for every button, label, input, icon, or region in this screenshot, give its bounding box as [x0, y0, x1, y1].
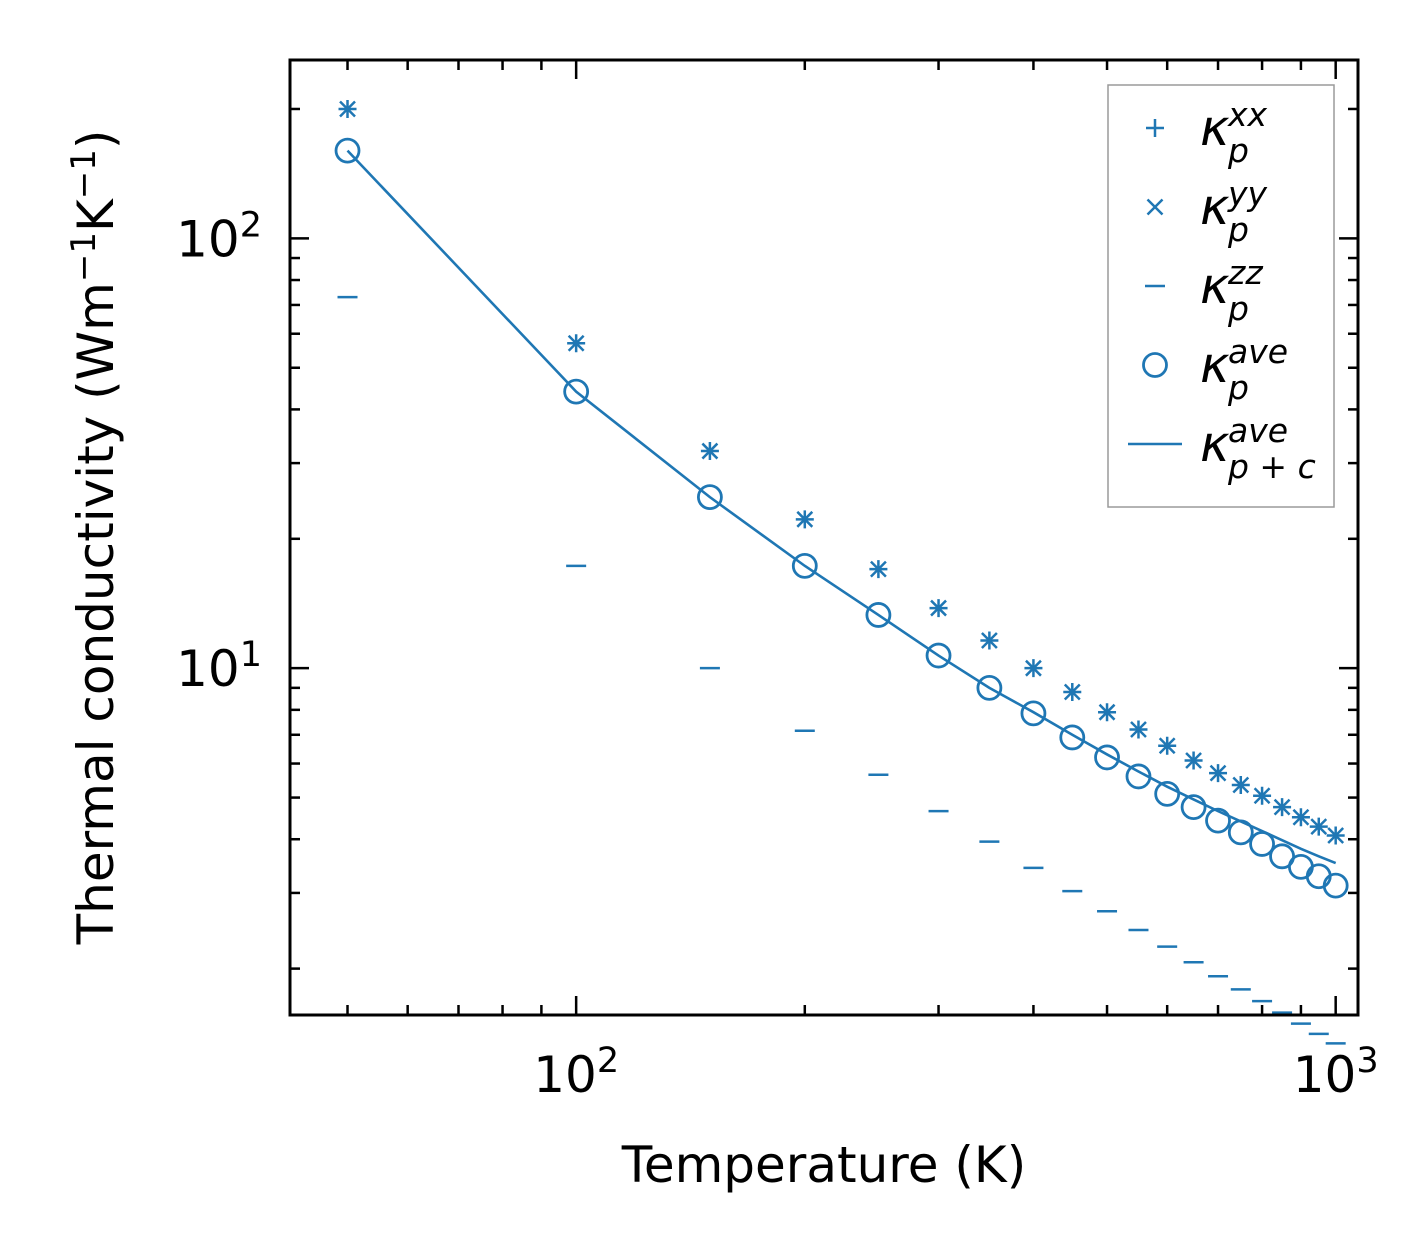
point-kappa_p_ave — [1288, 853, 1314, 880]
y-tick-label-base: 10 — [176, 640, 240, 698]
point-kappa_p_yy — [1253, 787, 1271, 805]
x-tick-label-base: 10 — [1293, 1046, 1357, 1104]
point-kappa_p_ave — [865, 602, 892, 628]
legend-symbol: κ — [1200, 99, 1230, 157]
point-kappa_p_ave — [791, 552, 818, 579]
point-kappa_p_yy — [1130, 721, 1147, 738]
y-tick-label: 101 — [176, 635, 262, 698]
point-kappa_p_ave — [563, 378, 590, 405]
point-kappa_p_yy — [1185, 752, 1202, 769]
point-kappa_p_ave — [976, 674, 1003, 701]
x-tick-label: 102 — [533, 1041, 619, 1104]
y-axis-label-sup2: −1 — [64, 149, 104, 199]
y-tick-label-exp: 1 — [240, 635, 262, 675]
legend-symbol: κ — [1200, 257, 1230, 315]
legend-symbol: κ — [1200, 336, 1230, 394]
point-kappa_p_ave — [1154, 780, 1181, 807]
y-axis-label-end: ) — [67, 130, 125, 150]
major-ticks — [290, 60, 1358, 1015]
point-kappa_p_ave — [1322, 872, 1349, 899]
point-kappa_p_yy — [339, 100, 356, 118]
point-kappa_p_ave — [1094, 744, 1120, 771]
point-kappa_p_yy — [1025, 659, 1042, 677]
legend-subscript: p + c — [1227, 447, 1316, 486]
series-kappa_p_zz — [337, 295, 1346, 1045]
point-kappa_p_yy — [981, 632, 998, 649]
legend-frame — [1107, 84, 1335, 508]
point-kappa_p_ave — [696, 484, 723, 511]
x-tick-label: 103 — [1293, 1041, 1379, 1104]
point-kappa_p_yy — [1327, 827, 1345, 844]
point-kappa_p_ave — [1249, 831, 1275, 857]
x-tick-label-exp: 2 — [597, 1041, 619, 1081]
point-kappa_p_yy — [1232, 776, 1250, 794]
point-kappa_p_yy — [870, 560, 887, 578]
series-kappa_p_yy — [339, 100, 1345, 844]
x-axis-label: Temperature (K) — [621, 1136, 1026, 1194]
y-tick-label: 102 — [176, 205, 262, 268]
point-kappa_p_ave — [925, 642, 952, 669]
y-tick-label-base: 10 — [176, 210, 240, 268]
legend-subscript: p — [1227, 289, 1249, 328]
legend-subscript: p — [1227, 368, 1249, 407]
point-kappa_p_yy — [1292, 808, 1310, 826]
legend-superscript: ave — [1228, 411, 1288, 450]
legend-subscript: p — [1227, 210, 1249, 249]
point-kappa_p_ave — [1020, 700, 1047, 727]
plot-data — [334, 99, 1349, 1045]
point-kappa_p_ave — [334, 137, 361, 164]
y-axis-label-sup1: −1 — [64, 232, 104, 282]
series-kappa_pc_ave — [346, 149, 1337, 865]
series-kappa_p_ave — [334, 137, 1349, 899]
legend-marker-plus — [1146, 119, 1164, 137]
legend-superscript: xx — [1227, 95, 1268, 134]
legend-subscript: p — [1227, 131, 1249, 170]
legend-superscript: zz — [1227, 253, 1263, 292]
x-tick-label-exp: 3 — [1356, 1041, 1378, 1081]
line-kappa_pc_ave — [346, 149, 1337, 865]
plot-frame — [288, 58, 1360, 1017]
legend-superscript: yy — [1227, 174, 1268, 213]
point-kappa_p_yy — [567, 334, 585, 352]
legend-symbol: κ — [1200, 178, 1230, 236]
legend-marker-x — [1146, 198, 1164, 216]
point-kappa_p_yy — [796, 510, 814, 528]
point-kappa_p_yy — [701, 442, 719, 460]
y-axis-label-mid: K — [67, 198, 125, 232]
legend-marker-circle — [1142, 352, 1168, 378]
point-kappa_p_ave — [1205, 807, 1231, 834]
y-axis-label: Thermal conductivity (Wm−1K−1) — [64, 130, 125, 946]
point-kappa_p_ave — [1059, 724, 1086, 751]
point-kappa_p_yy — [1310, 818, 1328, 835]
point-kappa_p_yy — [930, 599, 947, 617]
minor-ticks — [290, 60, 1358, 1015]
legend-symbol: κ — [1200, 415, 1230, 473]
point-kappa_p_yy — [1158, 737, 1176, 755]
point-kappa_p_ave — [1180, 794, 1207, 821]
legend-superscript: ave — [1228, 332, 1288, 371]
point-kappa_p_yy — [1273, 798, 1291, 816]
y-axis-label-main: Thermal conductivity (Wm — [67, 282, 125, 945]
point-kappa_p_yy — [1098, 703, 1116, 721]
point-kappa_p_yy — [1063, 683, 1081, 701]
y-tick-label-exp: 2 — [240, 205, 262, 245]
x-tick-label-base: 10 — [533, 1046, 597, 1104]
point-kappa_p_yy — [1209, 764, 1227, 782]
